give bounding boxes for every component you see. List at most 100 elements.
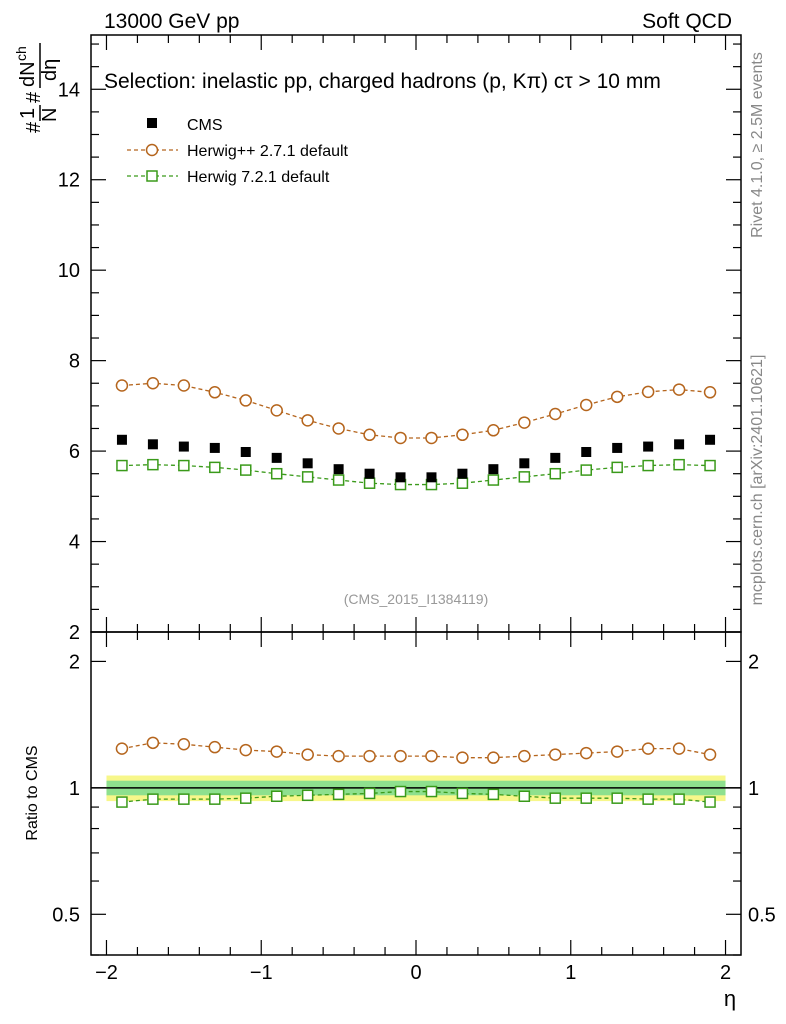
ratio-herwig-pp-point [146, 736, 160, 750]
ratio-herwig7-point [301, 789, 314, 802]
ratio-herwig-pp-point [332, 749, 345, 763]
herwig7-point [147, 458, 159, 471]
category-label: Soft QCD [642, 10, 732, 33]
ratio-herwig7-point [456, 787, 469, 800]
ratio-y-tick-label-right: 2 [748, 651, 759, 673]
ratio-herwig7-point [363, 787, 376, 800]
cms-point [395, 472, 406, 483]
ratio-y-tick-label-right: 0.5 [748, 904, 776, 926]
energy-label: 13000 GeV pp [104, 10, 239, 33]
herwig7-point [301, 471, 314, 483]
cms-point [147, 439, 158, 450]
mcplots-label: mcplots.cern.ch [arXiv:2401.10621] [749, 355, 766, 606]
y-label-dn: dN [17, 61, 39, 87]
cms-point [581, 446, 592, 457]
cms-point [178, 441, 189, 452]
rivet-label: Rivet 4.1.0, ≥ 2.5M events [749, 52, 766, 238]
ratio-herwig-pp-point [487, 751, 500, 764]
main-y-tick-label: 14 [58, 79, 80, 101]
herwig7-point [673, 458, 685, 471]
ratio-herwig7-point [209, 793, 221, 805]
cms-point [550, 452, 561, 463]
ratio-herwig7-point [642, 793, 654, 805]
cms-point [240, 446, 251, 457]
herwig-pp-point [425, 431, 438, 445]
herwig-pp-point [394, 431, 407, 445]
plot-title: Selection: inelastic pp, charged hadrons… [104, 70, 661, 93]
herwig-pp-point [579, 398, 593, 412]
ratio-herwig-pp-point [208, 740, 222, 754]
ratio-y-tick-label-right: 1 [748, 778, 759, 800]
ratio-herwig-pp-point [270, 745, 283, 758]
cms-point [209, 442, 220, 453]
cms-point [271, 452, 282, 463]
herwig7-point [518, 471, 531, 483]
herwig7-point [580, 464, 592, 476]
legend-marker-cms [147, 118, 157, 128]
ratio-herwig-pp-point [579, 746, 593, 760]
herwig-pp-point [672, 383, 686, 396]
y-label-deta: dη [39, 59, 61, 81]
y-label-mid: # [23, 91, 45, 103]
herwig-pp-point [239, 394, 253, 407]
y-label-frac-den: N [39, 108, 61, 122]
ratio-herwig-pp-point [363, 749, 376, 763]
ratio-herwig7-point [425, 785, 438, 798]
x-tick-label: −2 [95, 962, 118, 984]
herwig-pp-point [301, 414, 314, 427]
cms-point [674, 439, 685, 450]
main-y-tick-label: 4 [69, 532, 80, 554]
ratio-herwig-pp-point [177, 738, 191, 751]
ratio-herwig7-point [147, 793, 159, 805]
herwig7-point [456, 477, 469, 489]
ratio-herwig-pp-point [394, 749, 407, 763]
herwig-pp-point [518, 416, 531, 429]
legend-label-cms: CMS [187, 117, 223, 134]
herwig7-point [704, 459, 716, 472]
herwig-pp-point [115, 379, 129, 392]
cms-point [116, 434, 127, 445]
ratio-herwig7-point [673, 793, 685, 805]
herwig-pp-point [610, 390, 624, 404]
x-axis-label: η [724, 986, 736, 1011]
ratio-herwig7-point [518, 790, 531, 803]
cms-point [643, 441, 654, 452]
herwig-pp-point [146, 377, 160, 390]
ratio-herwig-pp-point [301, 748, 314, 761]
ratio-y-tick-label: 1 [69, 778, 80, 800]
analysis-watermark: (CMS_2015_I1384119) [344, 591, 489, 607]
ratio-herwig7-point [116, 796, 128, 808]
legend: CMS Herwig++ 2.7.1 default Herwig 7.2.1 … [127, 117, 349, 186]
herwig-pp-point [549, 407, 562, 421]
herwig-pp-point [363, 428, 376, 442]
y-axis-label: # 1 N # dN ch dη [13, 43, 61, 133]
herwig7-point [209, 461, 221, 474]
ratio-herwig7-point [332, 788, 345, 801]
herwig-pp-point [641, 385, 655, 399]
ratio-y-tick-label: 2 [69, 651, 80, 673]
legend-marker-herwig-pp [145, 143, 159, 157]
herwig-pp-point [332, 422, 345, 435]
main-y-tick-label: 8 [69, 351, 80, 373]
herwig7-point [487, 474, 500, 486]
cms-point [519, 458, 530, 469]
herwig7-point [642, 459, 654, 472]
cms-point [333, 464, 344, 475]
y-label-frac-num: 1 [17, 108, 39, 119]
ratio-herwig-pp-point [610, 745, 624, 758]
herwig7-point [178, 459, 190, 472]
x-tick-label: 1 [565, 962, 576, 984]
herwig-pp-point [487, 424, 500, 437]
herwig-pp-point [270, 404, 283, 417]
ratio-herwig-pp-point [641, 742, 655, 755]
legend-marker-herwig7 [146, 170, 158, 182]
herwig7-point [611, 461, 623, 474]
main-y-tick-label: 12 [58, 170, 80, 192]
ratio-herwig7-point [487, 788, 500, 801]
ratio-herwig-pp-point [425, 749, 438, 763]
ratio-herwig7-point [178, 793, 190, 805]
ratio-y-label: Ratio to CMS [24, 745, 41, 840]
main-y-tick-label: 6 [69, 441, 80, 463]
y-label-ch: ch [13, 46, 29, 61]
